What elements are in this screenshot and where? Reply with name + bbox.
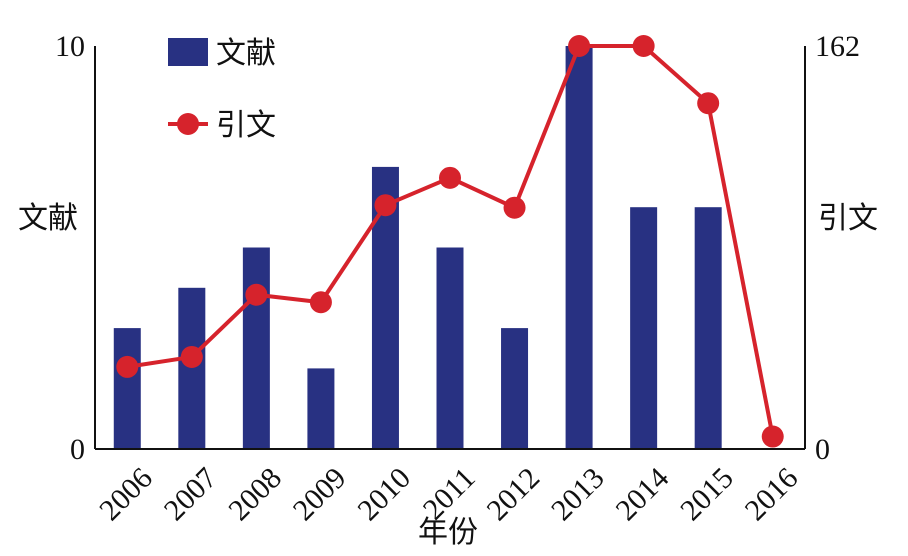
citation-point-2009 [309,291,332,314]
bar-2008 [242,247,270,449]
citation-point-2013 [568,35,591,57]
bar-2007 [178,287,206,449]
right-y-ticks: 0 162 [815,30,860,466]
bar-2009 [307,368,335,449]
citation-point-2016 [761,425,784,448]
legend-line-label: 引文 [216,108,276,143]
right-y-tick-label: 0 [815,433,830,466]
legend: 文献 引文 [168,36,276,143]
bar-series [113,46,722,449]
citation-point-2006 [116,355,139,378]
citation-point-2014 [632,35,655,57]
x-axis-title: 年份 [418,515,478,550]
bar-2011 [436,247,464,449]
bar-2013 [565,46,593,449]
bar-2015 [694,207,722,449]
left-y-axis-title: 文献 [18,201,78,236]
citation-point-2011 [439,166,461,189]
bar-2014 [630,207,658,449]
legend-bar-swatch [168,38,208,66]
citation-point-2007 [180,345,203,368]
citation-point-2015 [697,92,720,115]
left-y-tick-label: 0 [70,433,85,466]
bar-2006 [113,328,141,449]
citation-point-2008 [245,283,268,306]
right-y-axis-title: 引文 [818,201,878,236]
left-y-tick-label: 10 [55,30,85,63]
left-y-ticks: 0 10 [55,30,85,466]
legend-line-marker [177,113,199,135]
line-series [116,35,784,448]
citation-point-2012 [503,196,526,219]
citation-point-2010 [374,194,397,217]
right-y-tick-label: 162 [815,30,860,63]
legend-bar-label: 文献 [216,36,276,71]
bar-2012 [501,328,529,449]
